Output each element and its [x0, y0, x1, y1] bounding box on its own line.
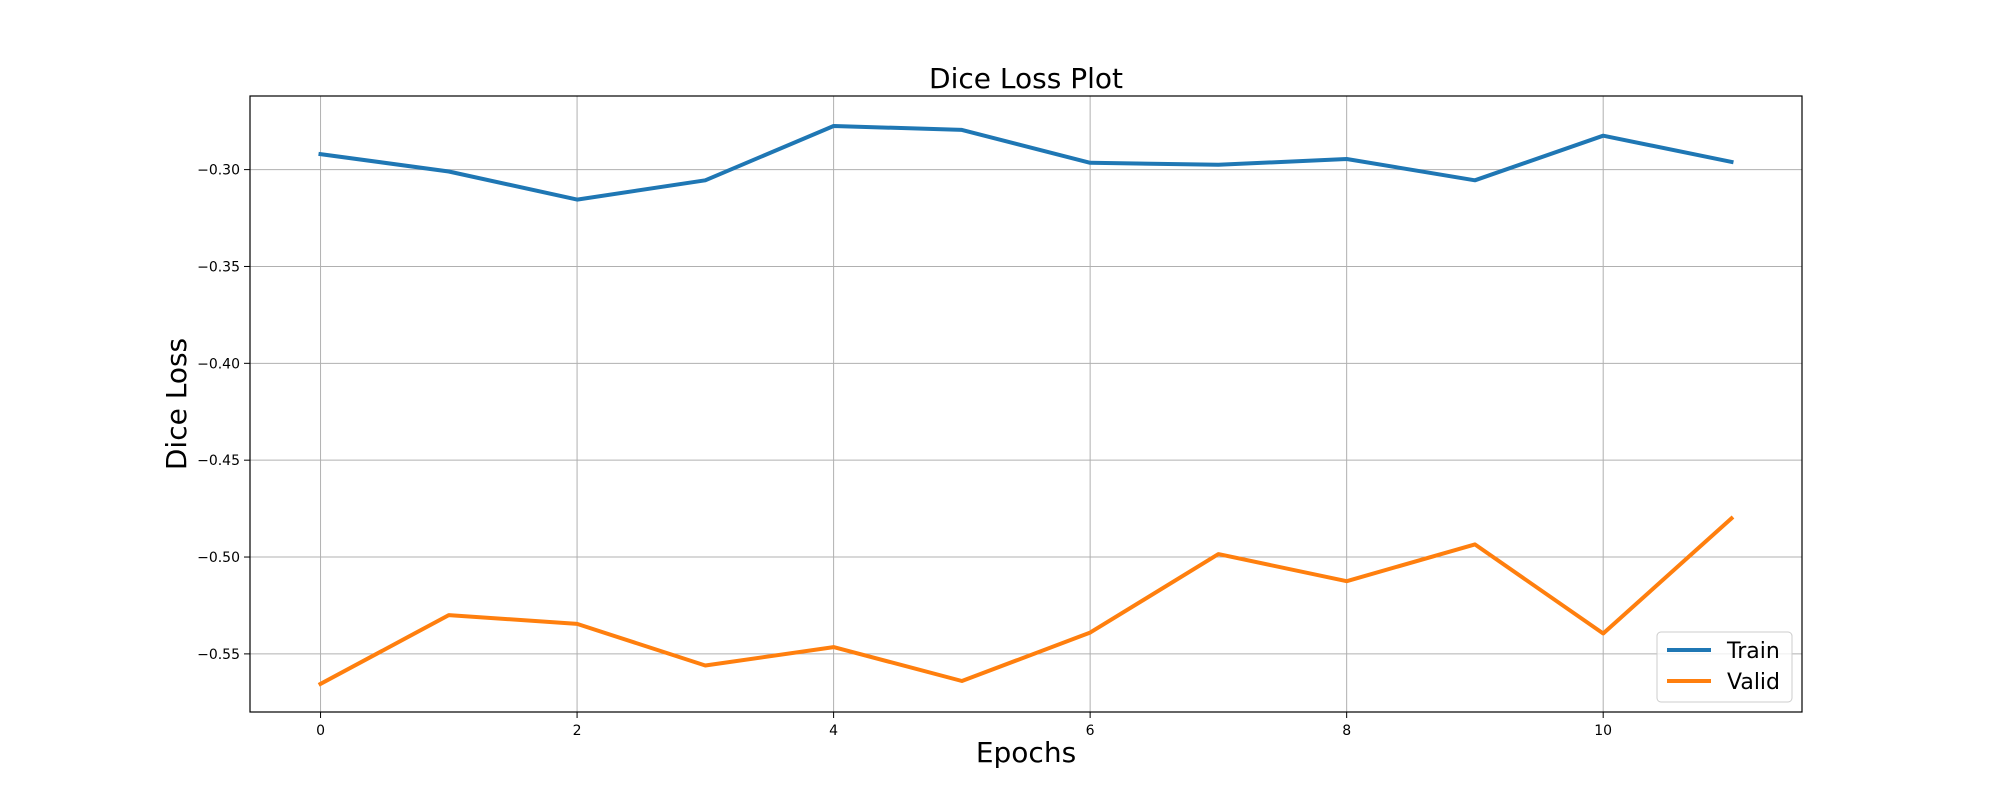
- x-axis-label: Epochs: [976, 736, 1076, 769]
- y-tick-label: −0.35: [197, 259, 240, 275]
- series-lines: [317, 124, 1735, 687]
- y-tick-label: −0.55: [197, 647, 240, 663]
- plot-frame: [249, 95, 1803, 713]
- y-tick-label: −0.40: [197, 356, 240, 372]
- legend-label-train: Train: [1726, 639, 1780, 664]
- legend-label-valid: Valid: [1727, 670, 1780, 695]
- y-axis-label: Dice Loss: [160, 338, 193, 470]
- legend: Train Valid: [1656, 631, 1793, 703]
- x-tick-label: 10: [1594, 723, 1612, 739]
- series-line-valid: [317, 515, 1735, 687]
- chart-title: Dice Loss Plot: [929, 62, 1123, 95]
- y-tick-label: −0.30: [197, 163, 240, 179]
- x-tick-label: 2: [573, 723, 582, 739]
- x-tick-label: 0: [316, 723, 325, 739]
- grid-lines: [250, 96, 1802, 712]
- y-tick-label: −0.45: [197, 453, 240, 469]
- axis-ticks: 0 2 4 6 8 10 −0.30 −0.35 −0.40 −0.45 −0.50 −0.55: [197, 163, 1612, 739]
- x-tick-label: 4: [829, 723, 838, 739]
- series-line-train: [318, 124, 1734, 202]
- y-tick-label: −0.50: [197, 550, 240, 566]
- x-tick-label: 6: [1086, 723, 1095, 739]
- x-tick-label: 8: [1342, 723, 1351, 739]
